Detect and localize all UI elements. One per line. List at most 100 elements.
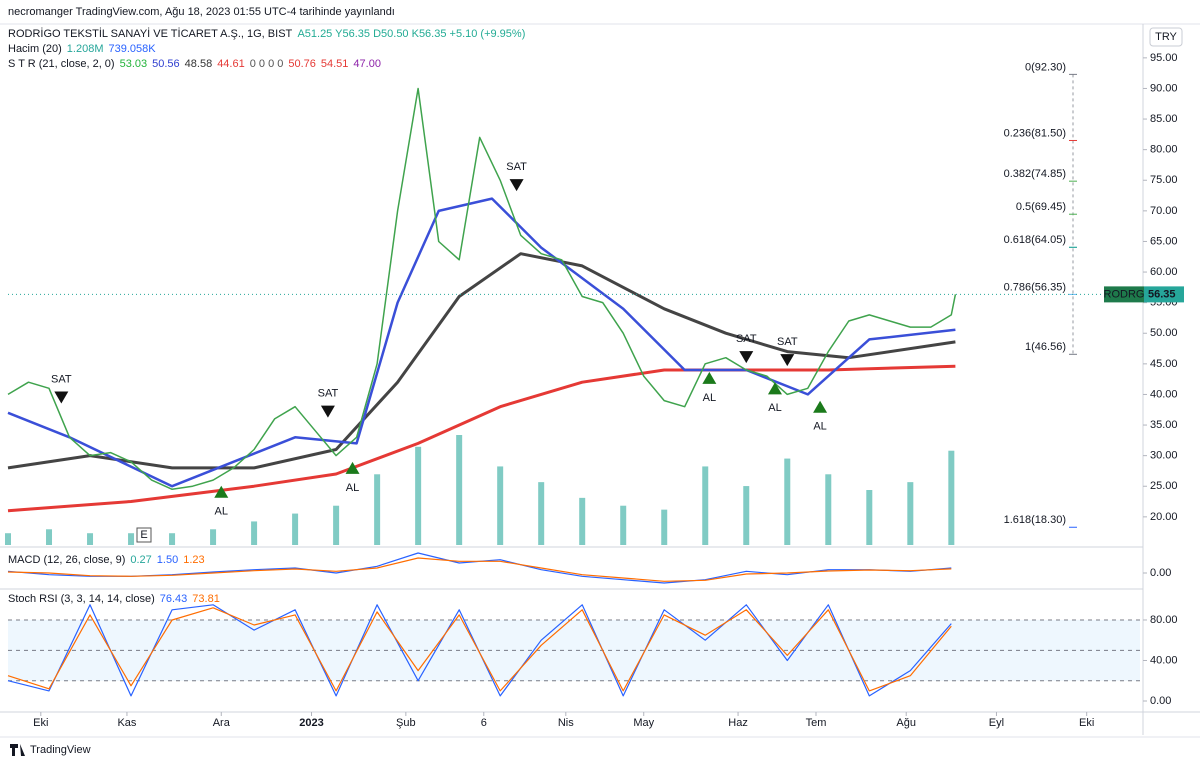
volume-bar [5,533,11,545]
series-line [7,364,956,513]
series-line [7,197,956,488]
legend-volume-row: Hacim (20) 1.208M 739.058K [8,43,156,55]
volume-bar [907,482,914,545]
band-fill [8,619,1140,681]
x-tick-label: Ara [213,717,231,729]
x-tick-label: Kas [117,717,136,729]
legend-str: S T R (21, close, 2, 0) [8,58,115,70]
x-tick-label: Haz [728,717,748,729]
signal-marker [780,354,795,367]
signal-label: SAT [318,387,339,399]
legend-value: 1.50 [157,554,178,566]
legend-value: 0 0 0 0 [250,58,284,70]
volume-bar [456,435,463,545]
volume-bar [948,450,955,545]
volume-bar [702,466,709,545]
y-tick-label: 25.00 [1150,480,1178,492]
volume-bar [87,533,94,545]
y-tick-label: 35.00 [1150,419,1178,431]
y-tick-label: 40.00 [1150,654,1178,666]
fib-label: 1(46.56) [1025,341,1066,353]
y-tick-label: 80.00 [1150,614,1178,626]
legend-value: 53.03 [120,58,148,70]
price-tag-label: 56.35 [1148,288,1176,300]
volume-bar [333,505,340,545]
signal-marker [214,485,229,498]
legend-value: 50.56 [152,58,180,70]
volume-bar [374,474,381,545]
y-tick-label: 95.00 [1150,52,1178,64]
currency-box[interactable] [1149,27,1183,47]
fib-label: 1.618(18.30) [1004,514,1066,526]
x-tick-label: 6 [481,717,487,729]
signal-label: SAT [777,336,798,348]
y-tick-label: 70.00 [1150,205,1178,217]
legend-value: 44.61 [217,58,245,70]
legend-value: 54.51 [321,58,349,70]
legend-macd: MACD (12, 26, close, 9) [8,554,125,566]
y-tick-label: 60.00 [1150,266,1178,278]
fib-label: 0.382(74.85) [1004,168,1066,180]
volume-bar [415,446,422,545]
y-tick-label: 65.00 [1150,235,1178,247]
y-tick-label: 30.00 [1150,450,1178,462]
signal-marker [739,351,754,364]
signal-label: AL [346,482,359,494]
x-tick-label: Nis [558,717,574,729]
y-tick-label: 50.00 [1150,327,1178,339]
legend-value: 739.058K [109,43,157,55]
x-tick-label: Ağu [896,717,916,729]
series-line [7,87,957,491]
legend-value: 0.27 [130,554,151,566]
y-tick-label: 0.00 [1150,567,1171,579]
signal-marker [813,400,828,413]
legend-value: 73.81 [192,593,220,605]
legend-str-row: S T R (21, close, 2, 0) 53.03 50.56 48.58 44… [8,58,381,70]
event-box[interactable] [136,527,152,543]
signal-label: SAT [51,373,72,385]
series-line [7,252,956,470]
volume-bar [46,529,53,545]
currency: TRY [1155,31,1177,43]
signal-label: AL [813,421,826,433]
volume-bar [784,458,791,545]
fib-label: 0.5(69.45) [1016,201,1066,213]
legend-volume: Hacim (20) [8,43,62,55]
x-tick-label: Şub [396,717,416,729]
volume-bar [251,521,258,545]
x-tick-label: Eki [33,717,48,729]
y-tick-label: 90.00 [1150,82,1178,94]
fib-label: 0(92.30) [1025,61,1066,73]
legend-value: 47.00 [353,58,381,70]
symbol-tag-label: RODRG [1104,288,1145,300]
volume-bar [825,474,832,545]
legend-stoch-row: Stoch RSI (3, 3, 14, 14, close) 76.43 73.8… [8,593,220,605]
x-tick-label: Tem [806,717,827,729]
signal-label: SAT [506,161,527,173]
symbol-tag [1104,286,1144,303]
legend-value: 76.43 [160,593,188,605]
legend-stoch: Stoch RSI (3, 3, 14, 14, close) [8,593,155,605]
signal-label: AL [768,402,781,414]
y-tick-label: 0.00 [1150,695,1171,707]
y-tick-label: 20.00 [1150,511,1178,523]
y-tick-label: 40.00 [1150,388,1178,400]
signal-marker [54,391,69,404]
x-tick-label: Eyl [989,717,1004,729]
legend-macd-row: MACD (12, 26, close, 9) 0.27 1.50 1.23 [8,554,205,566]
signal-marker [767,382,782,395]
y-tick-label: 45.00 [1150,358,1178,370]
volume-bar [579,497,586,545]
x-tick-label: Eki [1079,717,1094,729]
legend-value: 48.58 [185,58,213,70]
legend-value: 50.76 [288,58,316,70]
volume-bar [292,513,299,545]
signal-label: AL [703,392,716,404]
fib-label: 0.236(81.50) [1004,127,1066,139]
volume-bar [620,505,627,545]
fib-label: 0.618(64.05) [1004,234,1066,246]
volume-bar [128,533,135,545]
legend-value: 1.23 [183,554,204,566]
